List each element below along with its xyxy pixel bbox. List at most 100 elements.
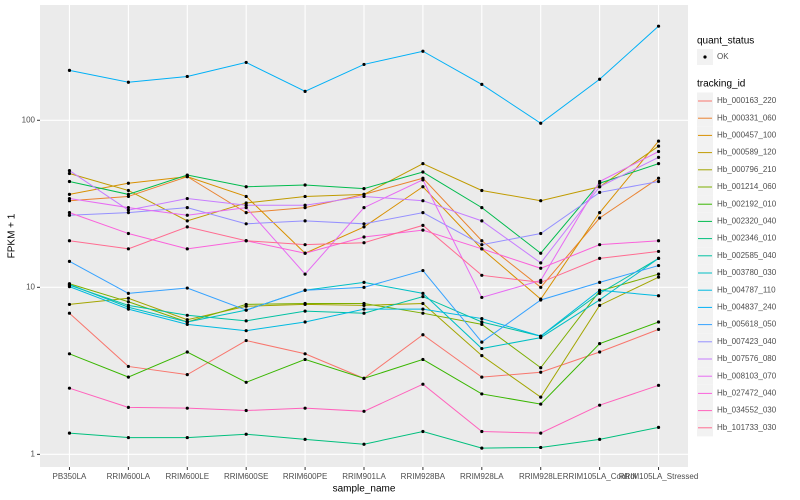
- data-point: [185, 206, 189, 210]
- data-point: [421, 333, 425, 337]
- legend-label: Hb_002585_040: [717, 251, 777, 260]
- legend-label: Hb_004837_240: [717, 303, 777, 312]
- data-point: [126, 188, 130, 193]
- data-point: [598, 211, 602, 215]
- data-point: [126, 192, 130, 196]
- data-point: [244, 211, 248, 215]
- data-point: [185, 247, 189, 251]
- x-tick-label: PB350LA: [53, 472, 87, 481]
- data-point: [656, 162, 661, 166]
- data-point: [480, 346, 484, 351]
- data-point: [362, 225, 366, 229]
- legend-label: Hb_001214_060: [717, 182, 777, 191]
- data-point: [598, 77, 602, 81]
- data-point: [185, 406, 189, 410]
- x-tick-label: RRIM928BA: [401, 472, 446, 481]
- data-point: [421, 178, 425, 182]
- data-point: [244, 206, 248, 210]
- data-point: [185, 322, 189, 326]
- data-point: [539, 445, 543, 450]
- data-point: [480, 239, 484, 243]
- data-point: [126, 364, 130, 369]
- data-point: [303, 206, 307, 210]
- legend-label: Hb_000796_210: [717, 165, 777, 174]
- data-point: [656, 272, 661, 276]
- data-point: [539, 334, 543, 338]
- data-point: [126, 181, 130, 185]
- data-point: [185, 219, 189, 223]
- data-point: [539, 370, 543, 374]
- data-point: [126, 435, 130, 440]
- data-point: [126, 80, 130, 84]
- data-point: [480, 316, 484, 321]
- data-point: [244, 319, 248, 323]
- legend-label: Hb_002346_010: [717, 234, 777, 243]
- data-point: [480, 446, 484, 450]
- data-point: [126, 307, 130, 311]
- data-point: [421, 170, 425, 174]
- data-point: [303, 406, 307, 410]
- data-point: [539, 402, 543, 406]
- data-point: [480, 340, 484, 344]
- data-point: [126, 375, 130, 379]
- data-point: [598, 216, 602, 220]
- data-point: [303, 251, 307, 255]
- data-point: [185, 173, 189, 177]
- data-point: [185, 213, 189, 217]
- data-point: [185, 196, 189, 201]
- data-point: [126, 208, 130, 212]
- data-point: [656, 263, 661, 268]
- legend-label: Hb_008103_070: [717, 371, 777, 380]
- data-point: [185, 286, 189, 290]
- data-point: [421, 301, 425, 306]
- data-point: [421, 382, 425, 386]
- data-point: [244, 380, 248, 384]
- y-tick-label: 100: [22, 115, 36, 124]
- data-point: [480, 247, 484, 251]
- data-point: [598, 298, 602, 302]
- data-point: [126, 405, 130, 410]
- data-point: [480, 322, 484, 326]
- data-point: [598, 256, 602, 260]
- data-point: [656, 383, 661, 387]
- data-point: [244, 60, 248, 65]
- x-tick-label: RRIM600SE: [224, 472, 268, 481]
- legend-label: Hb_101733_030: [717, 423, 777, 432]
- legend-label: Hb_007423_040: [717, 337, 777, 346]
- data-point: [539, 285, 543, 289]
- data-point: [362, 186, 366, 191]
- data-point: [539, 431, 543, 435]
- data-point: [362, 376, 366, 380]
- data-point: [421, 49, 425, 53]
- data-point: [67, 179, 72, 184]
- data-point: [303, 437, 307, 441]
- data-point: [303, 183, 307, 187]
- data-point: [185, 373, 189, 377]
- legend-label: OK: [717, 52, 729, 61]
- data-point: [303, 272, 307, 276]
- data-point: [244, 338, 248, 343]
- data-point: [598, 185, 602, 189]
- data-point: [303, 309, 307, 313]
- data-point: [539, 121, 543, 125]
- legend-label: Hb_000163_220: [717, 96, 777, 105]
- data-point: [303, 203, 307, 207]
- data-point: [362, 307, 366, 311]
- legend-label: Hb_005618_050: [717, 320, 777, 329]
- data-point: [480, 243, 484, 247]
- data-point: [421, 268, 425, 273]
- data-point: [421, 228, 425, 232]
- data-point: [244, 194, 248, 199]
- data-point: [656, 179, 661, 184]
- data-point: [421, 311, 425, 315]
- legend-label: Hb_004787_110: [717, 285, 776, 294]
- x-tick-label: RRIM928LA: [460, 472, 504, 481]
- data-point: [598, 179, 602, 184]
- x-tick-label: RRIM600PE: [283, 472, 327, 481]
- legend-label: Hb_027472_040: [717, 389, 777, 398]
- data-point: [303, 320, 307, 324]
- data-point: [421, 185, 425, 189]
- data-point: [656, 24, 661, 28]
- data-point: [539, 395, 543, 399]
